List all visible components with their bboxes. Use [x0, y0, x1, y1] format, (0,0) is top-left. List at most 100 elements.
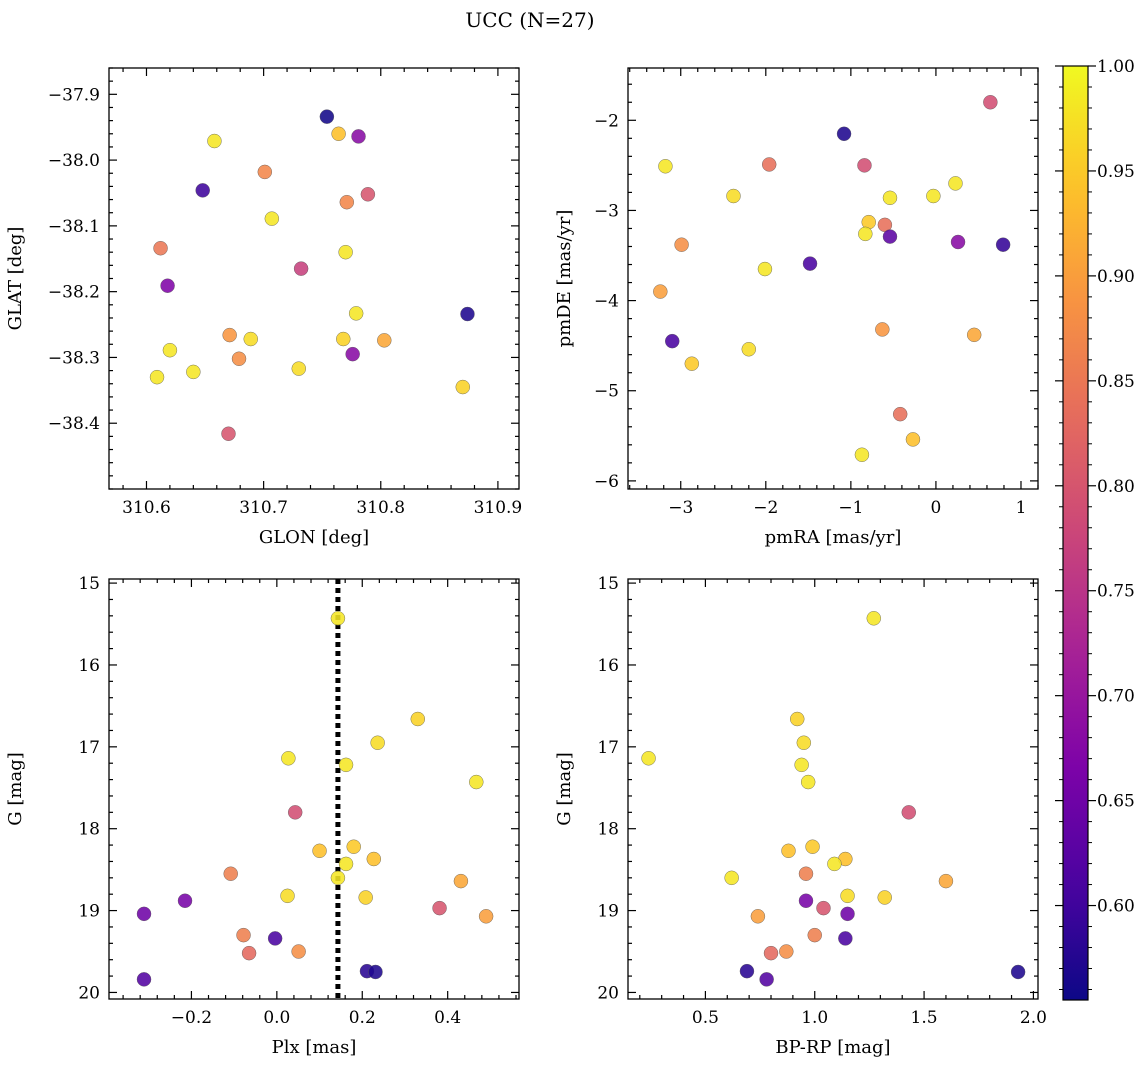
scatter-point: [221, 426, 236, 441]
y-tick-label: 16: [597, 656, 619, 676]
x-tick-label: −0.2: [171, 1008, 212, 1028]
y-tick-label: 20: [597, 983, 619, 1003]
scatter-point: [370, 735, 385, 750]
colorbar-tick-label: 0.80: [1097, 477, 1135, 497]
scatter-point: [674, 237, 689, 252]
scatter-point: [798, 866, 814, 881]
scatter-point: [641, 751, 656, 766]
colorbar-tick-label: 0.70: [1097, 687, 1135, 707]
ticks: −0.2 0.0 0.2 0.4 15 16 17 18 19 20: [78, 574, 519, 1028]
scatter-point: [684, 356, 699, 371]
colorbar-tick-label: 1.00: [1097, 57, 1135, 77]
y-tick-label: 15: [597, 574, 619, 594]
scatter-point: [291, 944, 306, 959]
x-tick-label: 1.0: [801, 1008, 828, 1028]
scatter-point: [967, 327, 982, 343]
y-tick-label: 15: [78, 574, 100, 594]
y-tick-label: 19: [78, 902, 100, 922]
scatter-point: [338, 856, 354, 872]
scatter-point: [938, 873, 954, 889]
scatter-point: [905, 432, 921, 447]
scatter-point: [368, 964, 383, 980]
scatter-point: [854, 447, 870, 462]
scatter-point: [339, 194, 354, 210]
scatter-point: [460, 306, 475, 322]
scatter-point: [816, 900, 831, 916]
scatter-point: [781, 843, 796, 859]
scatter-point: [410, 711, 425, 727]
scatter-point: [866, 611, 881, 626]
scatter-point: [432, 900, 447, 916]
y-tick-label: −2: [594, 111, 619, 131]
y-tick-label: 17: [597, 738, 619, 758]
scatter-point: [762, 157, 777, 172]
scatter-point: [455, 379, 470, 395]
colorbar-tick-label: 0.65: [1097, 792, 1135, 812]
scatter-point: [995, 237, 1011, 252]
scatter-point: [478, 909, 494, 924]
colorbar-tick-label: 0.75: [1097, 582, 1135, 602]
x-tick-label: 310.7: [239, 498, 288, 518]
scatter-point: [267, 931, 283, 946]
x-tick-label: 310.6: [122, 498, 171, 518]
scatter-point: [243, 331, 258, 347]
x-tick-label: −1: [838, 498, 863, 518]
scatter-point: [882, 190, 898, 206]
scatter-point: [750, 909, 766, 924]
panel-glon-glat: 310.6 310.7 310.8 310.9 −38.4 −38.3 −38.2 −38.1…: [5, 67, 522, 548]
y-tick-label: −4: [594, 292, 619, 312]
x-tick-label: −2: [753, 498, 778, 518]
colorbar-tick-label: 0.95: [1097, 162, 1135, 182]
panel-plx-g: −0.2 0.0 0.2 0.4 15 16 17 18 19 20 Plx [mas] G [mag…: [5, 574, 520, 1058]
axes-frame: [108, 578, 520, 1000]
scatter-point: [331, 126, 346, 141]
y-tick-label: −38.1: [48, 217, 100, 237]
colorbar: 0.60 0.65 0.70 0.75 0.80 0.85 0.90 0.95 1.00: [1055, 57, 1135, 1001]
y-axis-label: G [mag]: [554, 752, 575, 825]
panels: 310.6 310.7 310.8 310.9 −38.4 −38.3 −38.2 −38.1…: [5, 67, 1047, 1058]
x-tick-label: 0.0: [263, 1008, 290, 1028]
colorbar-tick-label: 0.60: [1097, 897, 1135, 917]
scatter-point: [802, 256, 818, 271]
scatter-point: [807, 927, 822, 943]
colorbar-tick-label: 0.85: [1097, 372, 1135, 392]
scatter-point: [653, 284, 668, 299]
scatter-point: [453, 873, 469, 889]
x-tick-label: 1: [1016, 498, 1027, 518]
x-axis-label: GLON [deg]: [259, 527, 369, 548]
scatter-point: [827, 856, 842, 872]
y-axis-label: GLAT [deg]: [5, 227, 26, 331]
colorbar-gradient: [1062, 65, 1089, 1001]
scatter-point: [160, 278, 175, 293]
y-tick-label: 18: [78, 820, 100, 840]
scatter-points: [149, 109, 475, 441]
scatter-point: [348, 306, 364, 321]
y-tick-label: −38.3: [48, 348, 100, 368]
scatter-point: [838, 931, 853, 946]
scatter-point: [741, 342, 756, 357]
scatter-point: [901, 805, 916, 820]
scatter-points: [136, 611, 494, 987]
y-tick-label: −5: [594, 382, 619, 402]
x-tick-label: 0.4: [434, 1008, 461, 1028]
x-tick-label: 2.0: [1020, 1008, 1047, 1028]
ticks: −3 −2 −1 0 1 −6 −5 −4 −3 −2: [594, 68, 1039, 518]
y-tick-label: 18: [597, 820, 619, 840]
scatter-point: [330, 870, 346, 886]
scatter-point: [136, 906, 152, 922]
scatter-points: [653, 95, 1011, 462]
scatter-point: [293, 261, 309, 276]
scatter-point: [257, 164, 272, 180]
scatter-point: [336, 331, 351, 347]
scatter-point: [757, 261, 773, 277]
scatter-point: [926, 188, 941, 204]
scatter-point: [739, 963, 755, 979]
scatter-point: [875, 322, 890, 337]
scatter-point: [177, 893, 193, 908]
scatter-point: [796, 735, 812, 750]
y-tick-label: −37.9: [48, 85, 100, 105]
scatter-point: [280, 888, 295, 904]
scatter-point: [790, 711, 805, 727]
scatter-point: [223, 866, 238, 881]
